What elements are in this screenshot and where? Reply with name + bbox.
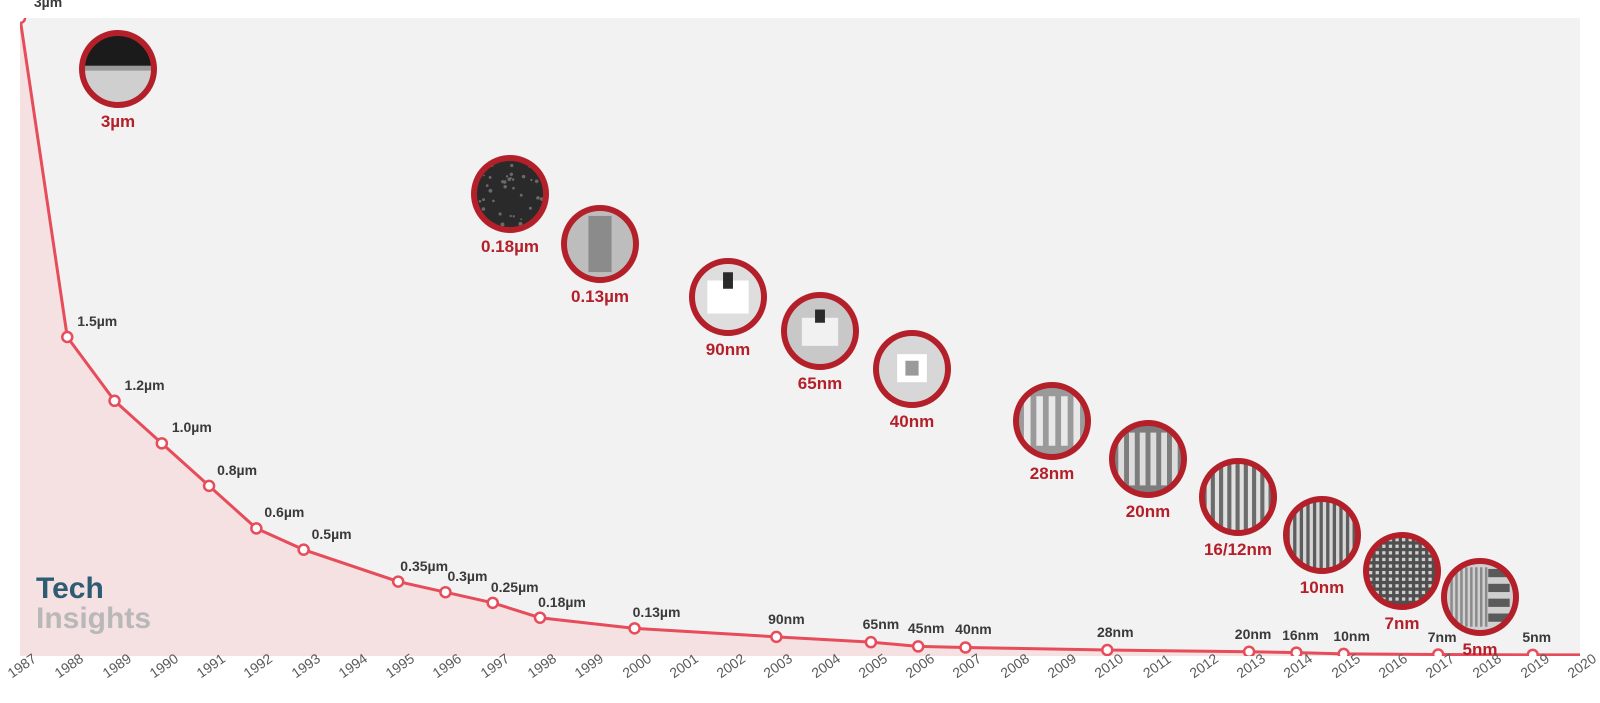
data-marker <box>110 396 120 406</box>
node-label: 20nm <box>1109 502 1187 522</box>
node-image-icon <box>1109 420 1187 498</box>
node-bubble: 90nm <box>689 258 767 360</box>
node-bubble: 16/12nm <box>1199 458 1277 560</box>
node-bubble: 28nm <box>1013 382 1091 484</box>
point-label: 16nm <box>1282 627 1319 643</box>
point-label: 5nm <box>1522 629 1551 645</box>
node-image-icon <box>781 292 859 370</box>
node-label: 65nm <box>781 374 859 394</box>
data-marker <box>204 481 214 491</box>
data-marker <box>251 523 261 533</box>
node-label: 0.18µm <box>471 237 549 257</box>
data-marker <box>771 632 781 642</box>
node-bubble: 65nm <box>781 292 859 394</box>
logo-line-2: Insights <box>36 604 151 634</box>
point-label: 3µm <box>34 0 62 10</box>
point-label: 0.6µm <box>264 504 304 520</box>
node-label: 10nm <box>1283 578 1361 598</box>
data-marker <box>866 637 876 647</box>
logo-line-1: Tech <box>36 574 151 604</box>
point-label: 0.8µm <box>217 462 257 478</box>
point-label: 0.18µm <box>538 594 586 610</box>
node-label: 28nm <box>1013 464 1091 484</box>
point-label: 0.35µm <box>400 558 448 574</box>
node-bubble: 3µm <box>79 30 157 132</box>
node-image-icon <box>1363 532 1441 610</box>
point-label: 0.13µm <box>633 604 681 620</box>
point-label: 90nm <box>768 611 805 627</box>
data-marker <box>535 613 545 623</box>
node-image-icon <box>79 30 157 108</box>
point-label: 65nm <box>863 616 900 632</box>
node-image-icon <box>561 205 639 283</box>
node-image-icon <box>873 330 951 408</box>
node-bubble: 7nm <box>1363 532 1441 634</box>
node-label: 0.13µm <box>561 287 639 307</box>
point-label: 20nm <box>1235 626 1272 642</box>
data-marker <box>913 641 923 651</box>
data-marker <box>960 642 970 652</box>
data-marker <box>488 598 498 608</box>
data-marker <box>62 332 72 342</box>
node-label: 5nm <box>1441 640 1519 660</box>
point-label: 1.5µm <box>77 313 117 329</box>
node-bubble: 20nm <box>1109 420 1187 522</box>
node-bubble: 0.13µm <box>561 205 639 307</box>
node-label: 3µm <box>79 112 157 132</box>
data-marker <box>20 18 25 23</box>
data-marker <box>157 438 167 448</box>
node-label: 7nm <box>1363 614 1441 634</box>
point-label: 45nm <box>908 620 945 636</box>
node-image-icon <box>1283 496 1361 574</box>
node-label: 16/12nm <box>1199 540 1277 560</box>
node-bubble: 10nm <box>1283 496 1361 598</box>
point-label: 0.3µm <box>447 568 487 584</box>
brand-logo: Tech Insights <box>36 574 151 634</box>
data-marker <box>393 577 403 587</box>
node-image-icon <box>471 155 549 233</box>
node-label: 40nm <box>873 412 951 432</box>
node-image-icon <box>1013 382 1091 460</box>
node-image-icon <box>1199 458 1277 536</box>
point-label: 28nm <box>1097 624 1134 640</box>
point-label: 1.2µm <box>125 377 165 393</box>
node-image-icon <box>689 258 767 336</box>
point-label: 40nm <box>955 621 992 637</box>
data-marker <box>299 545 309 555</box>
point-label: 1.0µm <box>172 419 212 435</box>
node-bubble: 5nm <box>1441 558 1519 660</box>
node-image-icon <box>1441 558 1519 636</box>
data-marker <box>630 623 640 633</box>
node-label: 90nm <box>689 340 767 360</box>
node-bubble: 0.18µm <box>471 155 549 257</box>
node-bubble: 40nm <box>873 330 951 432</box>
data-marker <box>440 587 450 597</box>
point-label: 0.5µm <box>312 526 352 542</box>
point-label: 0.25µm <box>491 579 539 595</box>
